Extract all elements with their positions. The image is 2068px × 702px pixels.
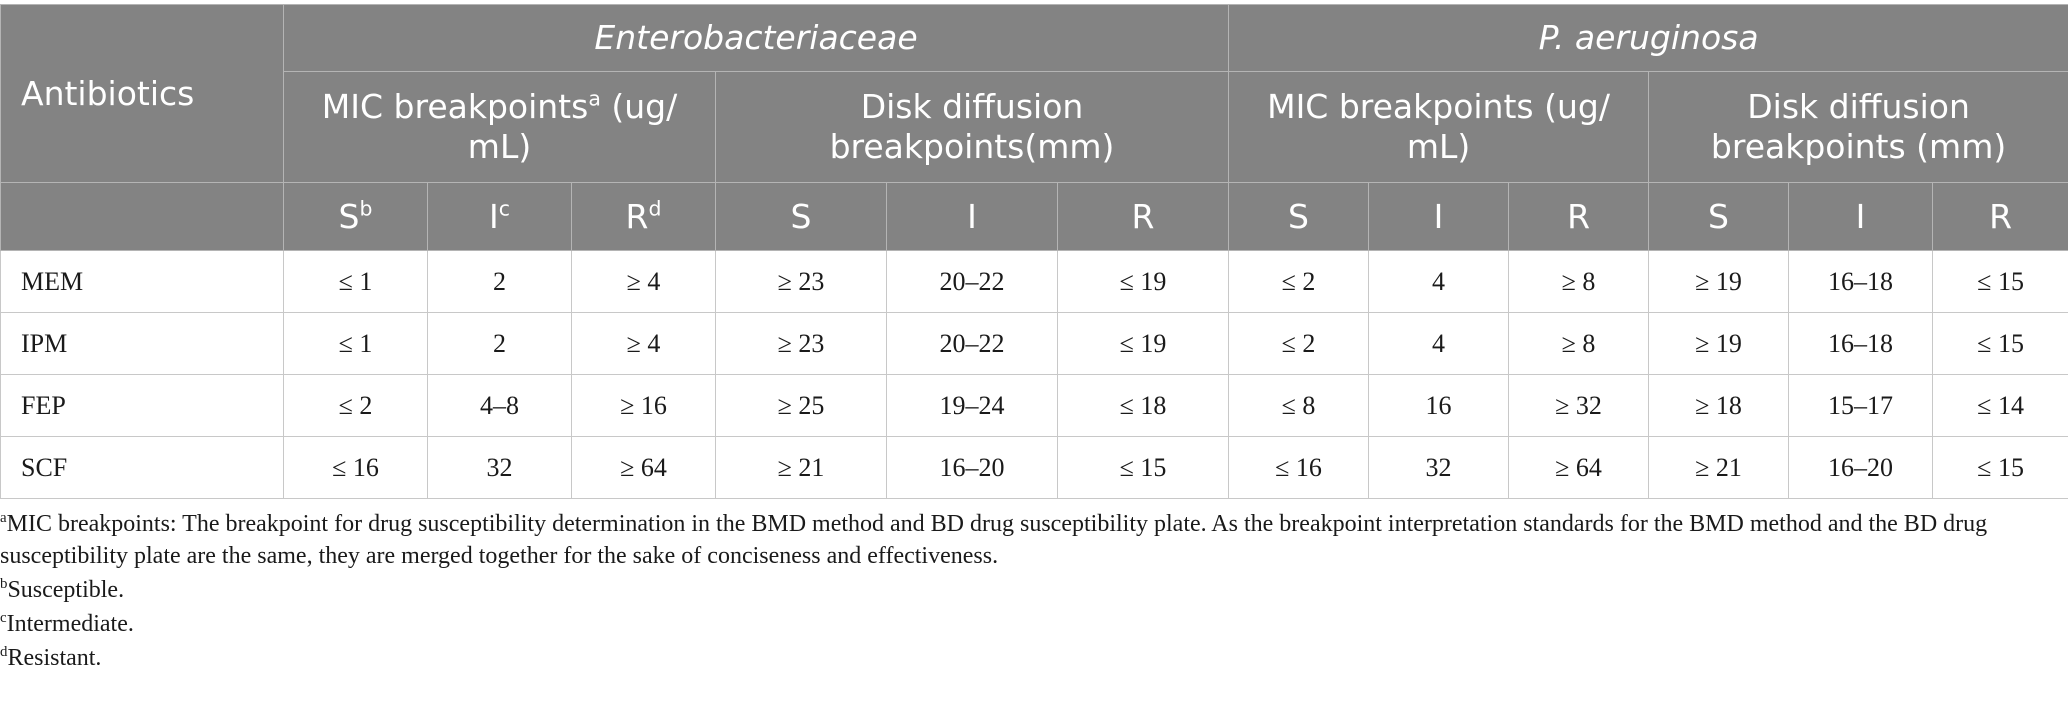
table-cell: ≥ 16 bbox=[571, 374, 716, 437]
footnote-c-marker: c bbox=[498, 195, 510, 220]
table-cell: ≤ 1 bbox=[283, 250, 428, 313]
table-cell: ≥ 8 bbox=[1508, 312, 1650, 375]
r-header: R bbox=[1932, 182, 2068, 251]
table-body: MEM ≤ 1 2 ≥ 4 ≥ 23 20–22 ≤ 19 ≤ 2 4 ≥ 8 ≥ 19 16–18 ≤… bbox=[0, 250, 2068, 499]
table-cell: ≥ 18 bbox=[1648, 374, 1790, 437]
table-cell: ≤ 19 bbox=[1056, 250, 1230, 313]
antibiotic-name-cell: IPM bbox=[0, 312, 284, 375]
footnote-b-marker: b bbox=[359, 195, 373, 220]
s-header: Sb bbox=[283, 182, 428, 251]
mic-breakpoints-p-aeruginosa-header: MIC breakpoints (ug/ mL) bbox=[1228, 71, 1650, 183]
antibiotic-name-cell: MEM bbox=[0, 250, 284, 313]
table-cell: ≤ 16 bbox=[283, 436, 428, 499]
table-cell: ≥ 21 bbox=[715, 436, 887, 499]
table-cell: ≤ 8 bbox=[1228, 374, 1370, 437]
table-cell: ≤ 15 bbox=[1932, 312, 2068, 375]
table-cell: 32 bbox=[427, 436, 572, 499]
table-cell: ≥ 4 bbox=[571, 250, 716, 313]
table-row: FEP ≤ 2 4–8 ≥ 16 ≥ 25 19–24 ≤ 18 ≤ 8 16 ≥ 32 ≥ 18 1… bbox=[0, 374, 2068, 437]
footnote-a-marker: a bbox=[588, 86, 601, 111]
table-cell: 4–8 bbox=[427, 374, 572, 437]
table-cell: 4 bbox=[1368, 250, 1510, 313]
antibiotic-name-cell: FEP bbox=[0, 374, 284, 437]
table-cell: 20–22 bbox=[886, 250, 1058, 313]
table-cell: ≥ 19 bbox=[1648, 312, 1790, 375]
i-header: I bbox=[886, 182, 1058, 251]
footnote-marker: d bbox=[0, 643, 8, 660]
s-header: S bbox=[1228, 182, 1370, 251]
table-cell: ≥ 32 bbox=[1508, 374, 1650, 437]
table-cell: ≤ 15 bbox=[1932, 250, 2068, 313]
footnote-text: Resistant. bbox=[7, 645, 102, 671]
antibiotic-name-cell: SCF bbox=[0, 436, 284, 499]
table-row: MEM ≤ 1 2 ≥ 4 ≥ 23 20–22 ≤ 19 ≤ 2 4 ≥ 8 ≥ 19 16–18 ≤… bbox=[0, 250, 2068, 313]
footnote-marker: c bbox=[0, 609, 7, 626]
footnote-text: Intermediate. bbox=[6, 611, 134, 637]
table-cell: ≥ 64 bbox=[1508, 436, 1650, 499]
s-header: S bbox=[1648, 182, 1790, 251]
antibiotics-header-spacer bbox=[0, 182, 284, 251]
table-cell: 16–18 bbox=[1788, 312, 1934, 375]
table-cell: ≤ 19 bbox=[1056, 312, 1230, 375]
table-cell: ≤ 2 bbox=[1228, 250, 1370, 313]
table-cell: 4 bbox=[1368, 312, 1510, 375]
table-cell: ≤ 15 bbox=[1056, 436, 1230, 499]
table-cell: ≥ 4 bbox=[571, 312, 716, 375]
p-aeruginosa-header: P. aeruginosa bbox=[1228, 4, 2068, 72]
table-cell: ≤ 18 bbox=[1056, 374, 1230, 437]
table-cell: 16–20 bbox=[1788, 436, 1934, 499]
i-header: Ic bbox=[427, 182, 572, 251]
breakpoints-table-container: Antibiotics Enterobacteriaceae P. aerugi… bbox=[0, 4, 2068, 676]
table-cell: 16 bbox=[1368, 374, 1510, 437]
footnote-d-marker: d bbox=[648, 195, 662, 220]
i-header: I bbox=[1788, 182, 1934, 251]
table-cell: ≥ 25 bbox=[715, 374, 887, 437]
table-cell: ≤ 2 bbox=[283, 374, 428, 437]
table-cell: ≥ 64 bbox=[571, 436, 716, 499]
enterobacteriaceae-header: Enterobacteriaceae bbox=[282, 4, 1230, 72]
table-cell: 16–18 bbox=[1788, 250, 1934, 313]
r-header: R bbox=[1056, 182, 1230, 251]
table-cell: 16–20 bbox=[886, 436, 1058, 499]
table-cell: ≤ 14 bbox=[1932, 374, 2068, 437]
table-row: IPM ≤ 1 2 ≥ 4 ≥ 23 20–22 ≤ 19 ≤ 2 4 ≥ 8 ≥ 19 16–18 ≤… bbox=[0, 312, 2068, 375]
i-header: I bbox=[1368, 182, 1510, 251]
table-cell: ≤ 16 bbox=[1228, 436, 1370, 499]
mic-unit: (ug/ mL) bbox=[467, 87, 678, 166]
table-cell: 15–17 bbox=[1788, 374, 1934, 437]
table-cell: 2 bbox=[427, 250, 572, 313]
mic-breakpoints-enterobacteriaceae-header: MIC breakpointsa (ug/ mL) bbox=[283, 71, 716, 183]
table-cell: ≤ 1 bbox=[283, 312, 428, 375]
table-row: SCF ≤ 16 32 ≥ 64 ≥ 21 16–20 ≤ 15 ≤ 16 32 ≥ 64 ≥ 21… bbox=[0, 436, 2068, 499]
antibiotics-header: Antibiotics bbox=[0, 4, 284, 183]
footnote: aMIC breakpoints: The breakpoint for dru… bbox=[0, 508, 2068, 572]
footnote: bSusceptible. bbox=[0, 574, 2068, 606]
mic-label: MIC breakpoints bbox=[321, 87, 589, 126]
footnote-text: MIC breakpoints: The breakpoint for drug… bbox=[0, 511, 1988, 569]
disk-diffusion-p-aeruginosa-header: Disk diffusion breakpoints (mm) bbox=[1648, 71, 2068, 183]
table-cell: 32 bbox=[1368, 436, 1510, 499]
table-cell: ≥ 8 bbox=[1508, 250, 1650, 313]
footnotes: aMIC breakpoints: The breakpoint for dru… bbox=[0, 508, 2068, 674]
table-cell: ≥ 19 bbox=[1648, 250, 1790, 313]
table-cell: ≤ 2 bbox=[1228, 312, 1370, 375]
table-cell: 20–22 bbox=[886, 312, 1058, 375]
r-header: Rd bbox=[571, 182, 716, 251]
footnote-text: Susceptible. bbox=[7, 577, 125, 603]
footnote-marker: b bbox=[0, 575, 8, 592]
table-cell: ≥ 21 bbox=[1648, 436, 1790, 499]
table-cell: ≥ 23 bbox=[715, 312, 887, 375]
s-header: S bbox=[715, 182, 887, 251]
footnote-marker: a bbox=[0, 509, 7, 526]
table-cell: ≥ 23 bbox=[715, 250, 887, 313]
footnote: dResistant. bbox=[0, 642, 2068, 674]
table-cell: ≤ 15 bbox=[1932, 436, 2068, 499]
breakpoints-table: Antibiotics Enterobacteriaceae P. aerugi… bbox=[0, 4, 2068, 499]
footnote: cIntermediate. bbox=[0, 608, 2068, 640]
table-cell: 19–24 bbox=[886, 374, 1058, 437]
table-cell: 2 bbox=[427, 312, 572, 375]
disk-diffusion-enterobacteriaceae-header: Disk diffusion breakpoints(mm) bbox=[714, 71, 1230, 183]
r-header: R bbox=[1508, 182, 1650, 251]
